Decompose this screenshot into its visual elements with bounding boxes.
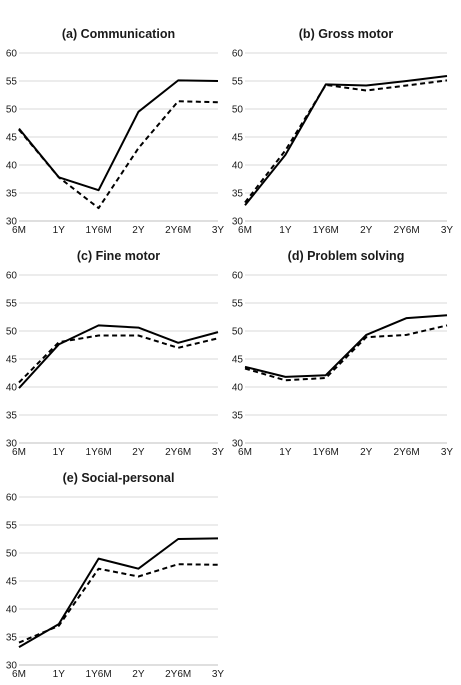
x-tick-label: 3Y xyxy=(212,669,225,680)
x-tick-label: 1Y6M xyxy=(313,447,339,458)
y-tick-label: 60 xyxy=(232,49,244,60)
y-tick-label: 45 xyxy=(6,577,18,588)
chart-title: (d) Problem solving xyxy=(288,249,405,263)
y-tick-label: 55 xyxy=(232,299,244,310)
y-tick-label: 55 xyxy=(6,521,18,532)
x-tick-label: 3Y xyxy=(212,225,225,236)
series-line-solid xyxy=(18,537,219,648)
y-tick-label: 55 xyxy=(6,77,18,88)
x-tick-label: 2Y6M xyxy=(394,225,420,236)
x-tick-label: 1Y6M xyxy=(313,225,339,236)
chart-panel-a-communication: 30 35 40 45 50 55 60 6M 1Y 1Y6M 2Y 2Y6M 3Y (a) Commun… xyxy=(6,27,225,236)
x-tick-label: 2Y6M xyxy=(394,447,420,458)
x-tick-label: 2Y6M xyxy=(165,669,191,680)
y-tick-label: 40 xyxy=(232,161,244,172)
y-tick-label: 55 xyxy=(232,77,244,88)
chart-title: (b) Gross motor xyxy=(299,27,394,41)
x-tick-label: 1Y xyxy=(279,447,292,458)
y-tick-label: 30 xyxy=(232,439,244,450)
y-tick-label: 45 xyxy=(6,355,18,366)
series-line-solid xyxy=(244,75,448,206)
y-tick-label: 50 xyxy=(6,549,18,560)
y-tick-label: 40 xyxy=(232,383,244,394)
y-tick-label: 50 xyxy=(6,327,18,338)
x-tick-label: 2Y xyxy=(360,447,373,458)
y-tick-label: 30 xyxy=(6,439,18,450)
series-line-dashed xyxy=(18,100,219,210)
chart-title: (c) Fine motor xyxy=(77,249,160,263)
chart-panel-c-fine-motor: 30 35 40 45 50 55 60 6M 1Y 1Y6M 2Y 2Y6M 3Y (c) Fine m… xyxy=(6,249,225,458)
y-tick-label: 30 xyxy=(6,217,18,228)
x-tick-label: 1Y xyxy=(53,447,66,458)
chart-title: (a) Communication xyxy=(62,27,175,41)
x-tick-label: 2Y xyxy=(132,447,145,458)
x-tick-label: 1Y6M xyxy=(86,447,112,458)
series-line-solid xyxy=(18,79,219,192)
y-tick-label: 50 xyxy=(232,105,244,116)
x-tick-label: 3Y xyxy=(212,447,225,458)
chart-panel-e-social-personal: 30 35 40 45 50 55 60 6M 1Y 1Y6M 2Y 2Y6M 3Y (e) Social… xyxy=(6,471,225,680)
chart-panel-d-problem-solving: 30 35 40 45 50 55 60 6M 1Y 1Y6M 2Y 2Y6M 3Y (d) Proble… xyxy=(232,249,454,458)
x-tick-label: 6M xyxy=(12,669,26,680)
y-tick-label: 60 xyxy=(6,271,18,282)
y-tick-label: 45 xyxy=(232,133,244,144)
y-tick-label: 35 xyxy=(6,633,18,644)
y-tick-label: 50 xyxy=(6,105,18,116)
series-line-solid xyxy=(244,314,448,378)
y-tick-label: 35 xyxy=(232,189,244,200)
y-tick-label: 60 xyxy=(6,493,18,504)
series-line-dashed xyxy=(18,563,219,644)
x-tick-label: 1Y xyxy=(53,669,66,680)
y-tick-label: 60 xyxy=(6,49,18,60)
x-tick-label: 2Y xyxy=(360,225,373,236)
x-tick-label: 2Y6M xyxy=(165,225,191,236)
series-line-dashed xyxy=(18,334,219,384)
x-tick-label: 2Y6M xyxy=(165,447,191,458)
x-tick-label: 6M xyxy=(238,225,252,236)
x-tick-label: 6M xyxy=(238,447,252,458)
y-tick-label: 40 xyxy=(6,161,18,172)
y-tick-label: 55 xyxy=(6,299,18,310)
y-tick-label: 60 xyxy=(232,271,244,282)
x-tick-label: 1Y6M xyxy=(86,225,112,236)
y-tick-label: 50 xyxy=(232,327,244,338)
x-tick-label: 3Y xyxy=(441,447,454,458)
chart-panel-b-gross-motor: 30 35 40 45 50 55 60 6M 1Y 1Y6M 2Y 2Y6M 3Y (b) Gross … xyxy=(232,27,454,236)
series-line-solid xyxy=(18,324,219,389)
x-tick-label: 1Y xyxy=(279,225,292,236)
y-tick-label: 30 xyxy=(232,217,244,228)
y-tick-label: 45 xyxy=(6,133,18,144)
series-line-dashed xyxy=(244,324,448,382)
y-tick-label: 40 xyxy=(6,605,18,616)
y-tick-label: 35 xyxy=(6,411,18,422)
series-line-dashed xyxy=(244,79,448,204)
y-tick-label: 40 xyxy=(6,383,18,394)
y-tick-label: 35 xyxy=(6,189,18,200)
y-tick-label: 45 xyxy=(232,355,244,366)
x-tick-label: 3Y xyxy=(441,225,454,236)
y-tick-label: 35 xyxy=(232,411,244,422)
x-tick-label: 6M xyxy=(12,447,26,458)
y-tick-label: 30 xyxy=(6,661,18,672)
x-tick-label: 1Y xyxy=(53,225,66,236)
x-tick-label: 1Y6M xyxy=(86,669,112,680)
x-tick-label: 6M xyxy=(12,225,26,236)
x-tick-label: 2Y xyxy=(132,225,145,236)
x-tick-label: 2Y xyxy=(132,669,145,680)
chart-title: (e) Social-personal xyxy=(63,471,175,485)
